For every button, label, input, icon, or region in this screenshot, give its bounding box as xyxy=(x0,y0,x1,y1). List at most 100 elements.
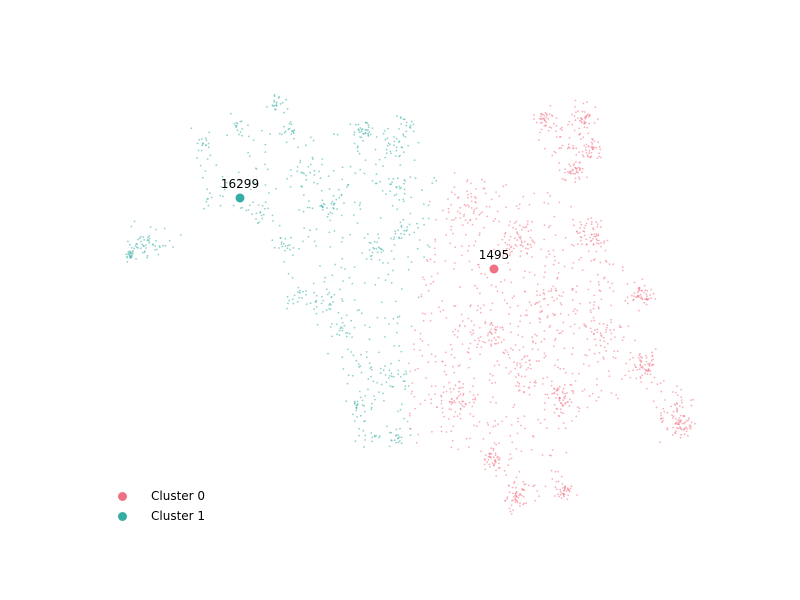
scatter-point xyxy=(200,149,203,152)
scatter-point xyxy=(325,309,328,311)
scatter-point xyxy=(497,244,500,246)
scatter-point xyxy=(550,380,553,383)
scatter-point xyxy=(570,170,573,173)
scatter-point xyxy=(466,180,468,183)
scatter-point xyxy=(409,428,412,430)
scatter-point xyxy=(374,435,376,438)
scatter-point xyxy=(590,141,593,144)
scatter-point xyxy=(505,415,508,418)
scatter-point xyxy=(486,421,489,424)
scatter-point xyxy=(427,289,430,292)
scatter-point xyxy=(508,224,511,227)
scatter-point xyxy=(408,126,411,128)
scatter-point xyxy=(610,304,613,307)
scatter-point xyxy=(241,128,244,130)
scatter-point xyxy=(360,414,362,417)
scatter-point xyxy=(287,244,289,247)
scatter-point xyxy=(459,286,461,289)
scatter-point xyxy=(585,143,588,146)
scatter-point xyxy=(578,162,581,164)
scatter-point xyxy=(379,180,381,183)
scatter-point xyxy=(494,460,497,463)
scatter-point xyxy=(472,415,475,418)
scatter-point xyxy=(130,255,133,258)
scatter-point xyxy=(561,403,564,406)
scatter-point xyxy=(501,238,504,241)
scatter-point xyxy=(557,366,559,369)
scatter-point xyxy=(353,400,356,403)
scatter-point xyxy=(472,398,474,401)
scatter-point xyxy=(333,133,335,136)
scatter-point xyxy=(551,296,554,299)
scatter-point xyxy=(575,147,578,150)
scatter-point xyxy=(641,356,643,359)
scatter-point xyxy=(651,381,653,384)
scatter-point xyxy=(255,167,257,170)
scatter-point xyxy=(549,324,552,327)
scatter-point xyxy=(297,291,300,294)
scatter-point xyxy=(540,115,542,118)
scatter-point xyxy=(610,392,613,394)
scatter-point xyxy=(378,259,381,261)
scatter-point xyxy=(469,437,471,440)
scatter-point xyxy=(568,405,571,407)
scatter-point xyxy=(609,329,612,332)
scatter-point xyxy=(574,99,577,102)
scatter-point xyxy=(509,370,512,373)
scatter-point xyxy=(358,131,361,134)
scatter-point xyxy=(414,369,417,371)
scatter-point xyxy=(598,322,601,325)
scatter-point xyxy=(329,246,332,248)
scatter-point xyxy=(597,396,600,399)
scatter-point xyxy=(400,350,403,353)
scatter-point xyxy=(524,354,526,357)
scatter-point xyxy=(264,201,267,204)
scatter-point xyxy=(453,333,456,336)
scatter-point xyxy=(355,407,358,410)
scatter-point xyxy=(495,469,497,472)
scatter-point xyxy=(596,225,599,228)
scatter-point xyxy=(489,373,492,375)
scatter-point xyxy=(379,372,382,374)
scatter-point xyxy=(341,329,344,332)
scatter-point xyxy=(312,158,314,161)
scatter-point xyxy=(467,366,470,369)
scatter-point xyxy=(587,113,589,116)
scatter-point xyxy=(676,407,678,410)
scatter-point xyxy=(210,196,213,199)
scatter-point xyxy=(679,436,682,439)
scatter-point xyxy=(349,123,352,126)
scatter-point xyxy=(450,225,453,228)
scatter-point xyxy=(552,263,555,266)
scatter-point xyxy=(269,133,271,136)
scatter-point xyxy=(639,353,641,355)
scatter-point xyxy=(554,234,557,237)
scatter-point xyxy=(367,388,369,391)
scatter-point xyxy=(543,147,546,150)
scatter-point xyxy=(520,424,522,427)
scatter-point xyxy=(547,303,549,306)
scatter-point xyxy=(469,342,472,345)
scatter-point xyxy=(355,404,358,407)
scatter-point xyxy=(359,202,362,204)
scatter-point xyxy=(595,344,597,347)
scatter-point xyxy=(390,237,392,240)
scatter-point xyxy=(329,308,332,311)
scatter-point xyxy=(402,380,405,382)
scatter-point xyxy=(530,304,533,306)
scatter-point xyxy=(399,154,401,157)
scatter-point xyxy=(603,346,606,348)
scatter-point xyxy=(232,204,235,207)
scatter-point xyxy=(447,211,450,214)
scatter-point xyxy=(370,432,373,434)
scatter-point xyxy=(646,289,649,292)
scatter-point xyxy=(583,120,585,123)
scatter-point xyxy=(365,258,368,260)
centroid-label-cluster-1: 16299 xyxy=(221,177,259,191)
scatter-point xyxy=(539,305,542,308)
scatter-point xyxy=(135,242,138,245)
scatter-point xyxy=(476,287,479,290)
scatter-point xyxy=(605,328,607,331)
scatter-point xyxy=(287,302,289,305)
scatter-point xyxy=(322,203,325,205)
